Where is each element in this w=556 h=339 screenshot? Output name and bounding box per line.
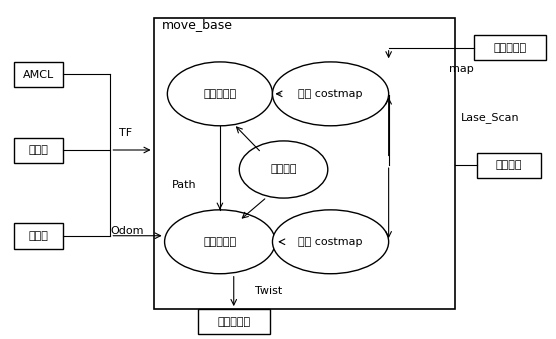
Bar — [474, 35, 547, 60]
Bar — [153, 18, 455, 309]
Ellipse shape — [239, 141, 328, 198]
Bar — [477, 153, 541, 178]
Text: 全局 costmap: 全局 costmap — [299, 89, 363, 99]
Text: 里程计: 里程计 — [28, 231, 48, 241]
Bar — [13, 223, 63, 248]
Text: 激光雷达: 激光雷达 — [496, 160, 522, 170]
Bar — [13, 62, 63, 87]
Bar — [198, 309, 270, 334]
Text: Lase_Scan: Lase_Scan — [460, 112, 519, 123]
Ellipse shape — [272, 210, 389, 274]
Text: Twist: Twist — [255, 285, 282, 296]
Text: 底盘控制器: 底盘控制器 — [217, 317, 250, 327]
Text: 地图服务器: 地图服务器 — [494, 43, 527, 53]
Text: 行为恢复: 行为恢复 — [270, 164, 297, 175]
Ellipse shape — [272, 62, 389, 126]
Text: 全局规傈器: 全局规傈器 — [203, 89, 236, 99]
Ellipse shape — [167, 62, 272, 126]
Text: Odom: Odom — [111, 226, 144, 236]
Text: 局部规傈器: 局部规傈器 — [203, 237, 236, 247]
Bar — [13, 138, 63, 163]
Text: move_base: move_base — [162, 18, 233, 31]
Text: map: map — [449, 64, 474, 74]
Text: Path: Path — [172, 180, 196, 190]
Text: AMCL: AMCL — [23, 69, 54, 80]
Text: 陀螺仪: 陀螺仪 — [28, 145, 48, 155]
Ellipse shape — [165, 210, 275, 274]
Text: TF: TF — [118, 127, 132, 138]
Text: 局部 costmap: 局部 costmap — [299, 237, 363, 247]
